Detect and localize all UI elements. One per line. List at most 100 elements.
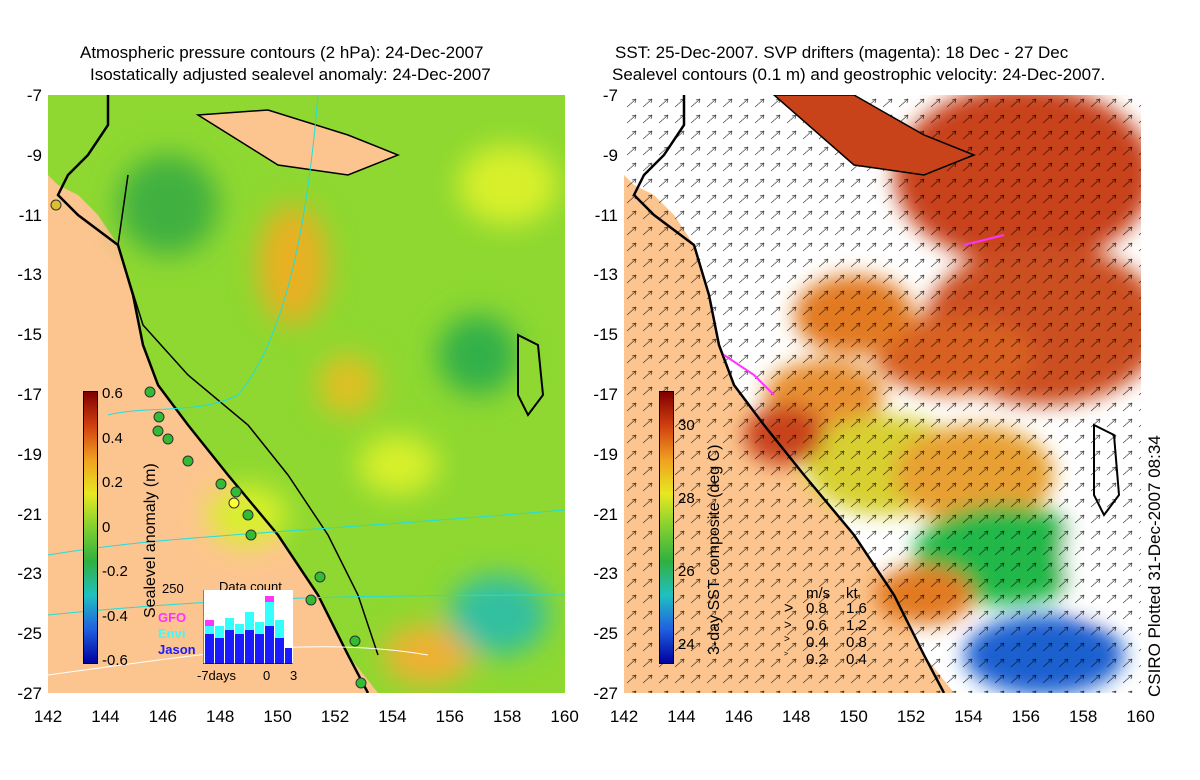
colorbar-tick-label: -0.6 — [102, 652, 128, 669]
inset-bars — [205, 596, 292, 664]
left-colorbar-label: Sealevel anomaly (m) — [142, 463, 159, 618]
y-tick-label: -27 — [593, 684, 618, 703]
speed-legend-arrow: > — [784, 634, 790, 645]
colorbar-tick-label: 24 — [678, 636, 695, 653]
inset-x-label-end: 3 — [290, 668, 298, 683]
island — [772, 95, 977, 176]
y-tick-label: -19 — [17, 444, 42, 464]
colorbar-tick-label: 0.4 — [102, 429, 123, 447]
altimeter-point — [50, 199, 62, 211]
colorbar-tick-label: -0.2 — [102, 563, 128, 580]
inset-histogram — [203, 590, 293, 664]
inset-x-label-start: -7days — [197, 668, 237, 683]
y-tick-label: -13 — [593, 265, 618, 285]
altimeter-points — [144, 386, 367, 689]
y-tick-label: -11 — [18, 205, 42, 225]
speed-legend-ms: 0.8 — [806, 600, 827, 617]
x-tick-label: 146 — [148, 707, 177, 726]
x-tick-label: 160 — [550, 707, 579, 726]
y-tick-label: -21 — [593, 504, 618, 524]
speed-legend-kt: 1.6 — [846, 600, 867, 617]
y-tick-label: -23 — [593, 564, 618, 584]
speed-legend-kt: 1.2 — [846, 617, 867, 634]
inset-ymax-label: 250 — [162, 581, 184, 596]
speed-legend-kt: 0.4 — [846, 651, 867, 668]
y-tick-label: -15 — [593, 325, 618, 345]
colorbar-tick-label: 0.6 — [102, 385, 123, 402]
y-tick-label: -19 — [593, 444, 618, 464]
x-tick-label: 158 — [1069, 707, 1098, 726]
x-tick-label: 144 — [667, 707, 696, 726]
y-tick-label: -9 — [26, 145, 42, 165]
altimeter-point — [228, 497, 240, 509]
y-tick-label: -15 — [17, 325, 42, 345]
speed-legend-header-ms: m/s — [806, 585, 831, 602]
x-tick-label: 144 — [91, 707, 120, 726]
x-tick-label: 150 — [263, 707, 292, 726]
colorbar-tick-label: 26 — [678, 563, 695, 580]
x-tick-label: 156 — [1011, 707, 1040, 726]
colorbar-tick-label: -0.4 — [102, 607, 128, 625]
y-tick-label: -7 — [602, 86, 618, 105]
y-tick-label: -25 — [593, 624, 618, 644]
credit-label: CSIRO Plotted 31-Dec-2007 08:34 — [1145, 435, 1164, 697]
colorbar-tick-label: 0.2 — [102, 474, 123, 491]
left-title-line1: Atmospheric pressure contours (2 hPa): 2… — [80, 43, 484, 62]
y-tick-label: -13 — [17, 265, 42, 285]
svp-drifter-track — [963, 234, 1005, 246]
island — [195, 109, 401, 176]
reef — [1093, 423, 1121, 517]
y-tick-label: -9 — [602, 145, 618, 165]
x-tick-label: 158 — [493, 707, 522, 726]
speed-legend-arrow: > — [784, 600, 794, 617]
inset-x-label-zero: 0 — [263, 668, 271, 683]
colorbar-tick-label: 30 — [678, 417, 695, 434]
x-tick-label: 152 — [320, 707, 350, 726]
left-colorbar — [83, 391, 98, 664]
speed-legend-kt: 0.8 — [846, 634, 867, 651]
y-tick-label: -17 — [17, 385, 42, 404]
speed-legend-ms: 0.6 — [806, 617, 827, 634]
geostrophic-velocity-arrows — [624, 95, 1141, 693]
inset-series-envi: Envi — [158, 626, 186, 641]
inset-series-gfo: GFO — [158, 610, 187, 625]
x-tick-label: 148 — [782, 707, 811, 726]
x-tick-label: 142 — [33, 707, 63, 726]
colorbar-tick-label: 28 — [678, 490, 695, 507]
y-tick-label: -25 — [17, 624, 42, 644]
coastline — [56, 95, 370, 693]
right-title-line1: SST: 25-Dec-2007. SVP drifters (magenta)… — [615, 43, 1069, 62]
x-tick-label: 156 — [435, 707, 464, 726]
shelf-contour — [117, 174, 379, 656]
left-title-line2: Isostatically adjusted sealevel anomaly:… — [90, 65, 491, 84]
x-tick-label: 146 — [724, 707, 753, 726]
svp-drifter-track — [723, 354, 775, 396]
left-sealevel-map — [48, 95, 565, 693]
y-tick-label: -17 — [593, 385, 618, 404]
x-tick-label: 150 — [839, 707, 868, 726]
inset-series-jason: Jason — [158, 642, 196, 657]
y-tick-label: -21 — [17, 504, 42, 524]
pressure-contour — [107, 95, 319, 416]
y-tick-label: -11 — [594, 205, 618, 225]
reef — [517, 333, 545, 417]
x-tick-label: 154 — [378, 707, 407, 726]
y-tick-label: -27 — [17, 684, 42, 703]
x-tick-label: 160 — [1126, 707, 1155, 726]
speed-legend-ms: 0.4 — [806, 634, 827, 651]
x-tick-label: 152 — [896, 707, 926, 726]
y-tick-label: -7 — [26, 86, 42, 105]
x-tick-label: 154 — [954, 707, 983, 726]
coastline — [632, 95, 946, 693]
speed-legend-ms: 0.2 — [806, 651, 827, 668]
x-tick-label: 148 — [206, 707, 235, 726]
y-tick-label: -23 — [17, 564, 42, 584]
right-colorbar — [659, 391, 674, 664]
speed-legend-arrow: > — [784, 651, 789, 658]
x-tick-label: 142 — [609, 707, 639, 726]
right-sst-map — [624, 95, 1141, 693]
right-colorbar-label: 3-day SST composite (deg C) — [706, 444, 723, 655]
speed-legend-arrow: > — [784, 617, 792, 632]
speed-legend-header-kt: kt — [846, 585, 858, 602]
right-title-line2: Sealevel contours (0.1 m) and geostrophi… — [612, 65, 1106, 84]
